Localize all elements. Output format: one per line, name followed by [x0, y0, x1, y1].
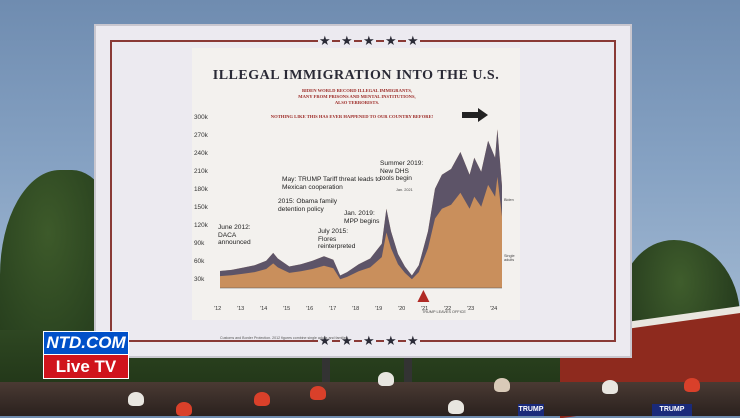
screen-frame: ★ ★ ★ ★ ★ ★ ★ ★ ★ ★	[110, 32, 616, 350]
star-icon: ★	[340, 32, 354, 50]
star-icon: ★	[406, 332, 420, 350]
family-series	[220, 129, 502, 280]
star-icon: ★	[362, 32, 376, 50]
x-tick-label: '14	[260, 306, 268, 312]
x-tick-label: '17	[329, 306, 337, 312]
ntd-logo: NTD.COM Live TV	[43, 331, 129, 379]
y-tick-label: 60k	[194, 258, 205, 265]
arrow-icon	[417, 290, 430, 302]
crowd-head	[176, 402, 192, 416]
x-tick-label: '24	[490, 306, 498, 312]
star-icon: ★	[406, 32, 420, 50]
crowd-head	[684, 378, 700, 392]
annotation-tariff: May: TRUMP Tariff threat leads to Mexica…	[282, 176, 381, 191]
crowd-head	[602, 380, 618, 394]
campaign-sign: TRUMP	[518, 404, 544, 416]
area-chart	[220, 108, 502, 302]
x-tick-label: '19	[375, 306, 383, 312]
campaign-sign: TRUMP	[652, 404, 692, 416]
crowd	[0, 382, 740, 416]
x-tick-label: '18	[352, 306, 360, 312]
chart-subtitle-line: MANY FROM PRISONS AND MENTAL INSTITUTION…	[298, 94, 416, 99]
chart-tagline: NOTHING LIKE THIS HAS EVER HAPPENED TO O…	[270, 114, 434, 119]
x-tick-label: '20	[398, 306, 406, 312]
x-tick-label: '15	[283, 306, 291, 312]
y-tick-label: 300k	[194, 114, 208, 121]
crowd-head	[448, 400, 464, 414]
annotation-biden: Biden	[504, 198, 514, 202]
annotation-trump-leaves: TRUMP LEAVES OFFICE	[422, 310, 466, 314]
x-tick-label: '12	[214, 306, 222, 312]
chart-slide: ILLEGAL IMMIGRATION INTO THE U.S. BIDEN …	[192, 48, 520, 340]
crowd-head	[494, 378, 510, 392]
annotation-daca: June 2012: DACA announced	[218, 224, 251, 246]
ntd-logo-bottom: Live TV	[43, 354, 129, 379]
star-icon: ★	[384, 332, 398, 350]
y-tick-label: 270k	[194, 132, 208, 139]
crowd-head	[310, 386, 326, 400]
arrow-right-icon	[462, 108, 488, 122]
chart-subtitle-line: BIDEN WORLD RECORD ILLEGAL IMMIGRANTS,	[301, 88, 413, 93]
x-tick-label: '22	[444, 306, 452, 312]
area-series	[220, 129, 502, 288]
x-tick-label: '21	[421, 306, 429, 312]
x-tick-label: '23	[467, 306, 475, 312]
chart-title: ILLEGAL IMMIGRATION INTO THE U.S.	[212, 68, 500, 83]
star-icon: ★	[318, 332, 332, 350]
y-tick-label: 30k	[194, 276, 205, 283]
led-screen: ★ ★ ★ ★ ★ ★ ★ ★ ★ ★ ILLEGAL IMMIGRATION …	[96, 26, 630, 356]
y-tick-label: 150k	[194, 204, 208, 211]
annotation-single-adults: Single adults	[504, 254, 515, 263]
crowd-head	[378, 372, 394, 386]
star-icon: ★	[362, 332, 376, 350]
star-icon: ★	[384, 32, 398, 50]
annotation-jan-2021: Jan. 2021	[396, 188, 413, 192]
x-tick-label: '16	[306, 306, 314, 312]
y-tick-label: 180k	[194, 186, 208, 193]
chart-footer-note: Customs and Border Protection. 2012 figu…	[220, 336, 349, 340]
annotation-flores: July 2015: Flores reinterpreted	[318, 228, 356, 250]
crowd-head	[128, 392, 144, 406]
star-icon: ★	[318, 32, 332, 50]
annotation-mpp: Jan. 2019: MPP begins	[344, 210, 380, 225]
chart-subtitle-line: ALSO TERRORISTS.	[334, 100, 380, 105]
ntd-logo-top: NTD.COM	[43, 331, 129, 355]
y-tick-label: 90k	[194, 240, 205, 247]
y-tick-label: 240k	[194, 150, 208, 157]
y-tick-label: 210k	[194, 168, 208, 175]
annotation-obama-detention: 2015: Obama family detention policy	[278, 198, 338, 213]
crowd-head	[254, 392, 270, 406]
x-tick-label: '13	[237, 306, 245, 312]
annotation-dhs-tools: Summer 2019: New DHS tools begin	[380, 160, 424, 182]
y-tick-label: 120k	[194, 222, 208, 229]
star-icon: ★	[340, 332, 354, 350]
